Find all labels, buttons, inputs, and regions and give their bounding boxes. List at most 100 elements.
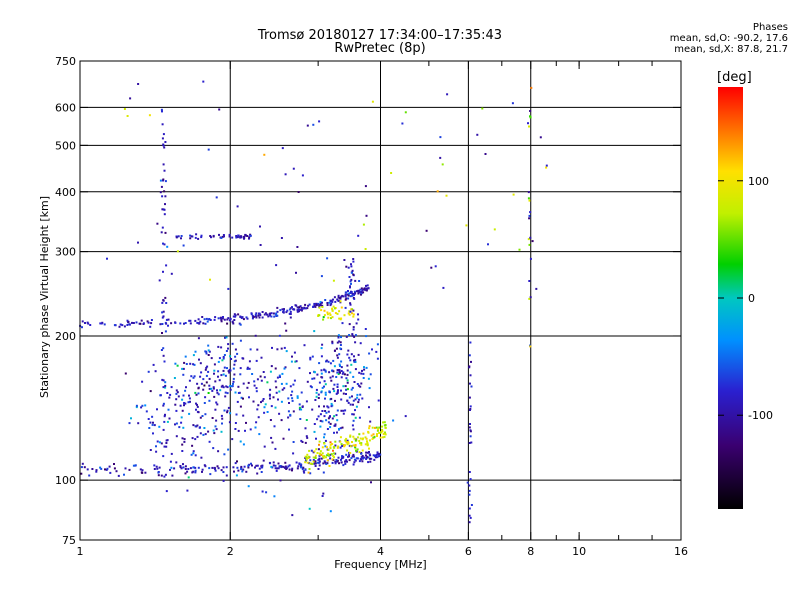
- phase-point: [247, 381, 250, 384]
- phase-point: [174, 423, 176, 426]
- phase-point: [212, 235, 215, 238]
- phase-point: [270, 436, 273, 439]
- phase-point: [304, 441, 307, 444]
- phase-point: [331, 417, 334, 420]
- phase-point: [216, 391, 219, 394]
- phase-point: [227, 317, 230, 320]
- phase-point: [352, 313, 355, 316]
- phase-point: [239, 315, 242, 318]
- phase-point: [298, 306, 301, 309]
- phase-point: [255, 387, 258, 390]
- phase-point: [158, 441, 161, 444]
- phase-point: [209, 473, 212, 476]
- phase-point: [346, 460, 348, 463]
- phase-point: [307, 304, 310, 307]
- phase-point: [309, 472, 312, 475]
- phase-point: [376, 453, 379, 456]
- phase-point: [314, 460, 317, 463]
- phase-point: [337, 294, 340, 297]
- phase-point: [323, 309, 326, 312]
- phase-point: [161, 123, 164, 126]
- phase-point: [277, 462, 280, 465]
- phase-point: [331, 300, 334, 303]
- phase-point: [381, 425, 383, 428]
- phase-point: [320, 391, 323, 394]
- phase-point: [392, 419, 395, 422]
- phase-point: [221, 417, 224, 420]
- phase-point: [150, 319, 153, 321]
- phase-point: [189, 467, 192, 470]
- phase-point: [348, 313, 351, 316]
- phase-point: [316, 452, 319, 454]
- phase-point: [381, 436, 384, 439]
- phase-point: [332, 305, 335, 308]
- phase-point: [468, 471, 471, 473]
- phase-point: [285, 311, 288, 314]
- phase-point: [371, 348, 373, 351]
- phase-point: [345, 291, 348, 294]
- phase-point: [375, 426, 378, 429]
- phase-point: [528, 217, 531, 220]
- phase-point: [350, 265, 353, 268]
- phase-point: [345, 335, 348, 338]
- phase-point: [358, 371, 361, 374]
- phase-point: [329, 447, 332, 450]
- phase-point: [299, 418, 302, 420]
- phase-point: [176, 364, 179, 367]
- phase-point: [164, 330, 167, 333]
- phase-point: [357, 401, 360, 404]
- phase-point: [365, 451, 368, 454]
- phase-point: [378, 432, 381, 434]
- phase-point: [137, 83, 140, 85]
- phase-point: [357, 234, 360, 237]
- phase-point: [326, 454, 329, 457]
- phase-point: [139, 322, 142, 325]
- phase-point: [257, 314, 260, 317]
- phase-point: [183, 404, 185, 407]
- phase-point: [251, 464, 253, 467]
- phase-point: [299, 308, 302, 311]
- phase-point: [312, 460, 315, 463]
- phase-point: [354, 447, 357, 450]
- phase-point: [192, 354, 195, 357]
- phase-point: [149, 325, 152, 328]
- phase-point: [213, 363, 216, 366]
- phase-point: [341, 294, 344, 297]
- phase-point: [254, 315, 257, 318]
- phase-point: [316, 373, 319, 376]
- phase-point: [327, 449, 330, 451]
- phase-point: [213, 369, 216, 372]
- phase-point: [355, 457, 358, 460]
- phase-point: [297, 308, 300, 311]
- phase-point: [304, 303, 307, 306]
- phase-point: [156, 440, 159, 443]
- phase-point: [239, 367, 242, 370]
- phase-point: [232, 382, 234, 385]
- phase-point: [470, 385, 473, 388]
- phase-point: [332, 449, 334, 452]
- phase-point: [246, 366, 249, 369]
- phase-point: [511, 102, 514, 105]
- phase-point: [441, 163, 444, 166]
- phase-point: [338, 462, 340, 465]
- phase-point: [225, 350, 228, 352]
- phase-point: [367, 456, 370, 459]
- phase-point: [217, 370, 220, 373]
- phase-point: [210, 387, 213, 390]
- phase-point: [354, 444, 357, 446]
- phase-point: [148, 114, 151, 117]
- phase-point: [176, 391, 179, 394]
- phase-point: [164, 413, 166, 416]
- phase-point: [298, 406, 301, 409]
- phase-point: [270, 465, 273, 468]
- phase-point: [468, 365, 471, 368]
- phase-point: [329, 314, 332, 316]
- phase-point: [259, 375, 262, 378]
- phase-point: [194, 471, 197, 474]
- phase-point: [211, 417, 214, 419]
- phase-point: [362, 432, 365, 435]
- phase-point: [247, 464, 250, 467]
- phase-point: [344, 460, 347, 463]
- phase-point: [321, 420, 324, 423]
- phase-point: [197, 322, 200, 325]
